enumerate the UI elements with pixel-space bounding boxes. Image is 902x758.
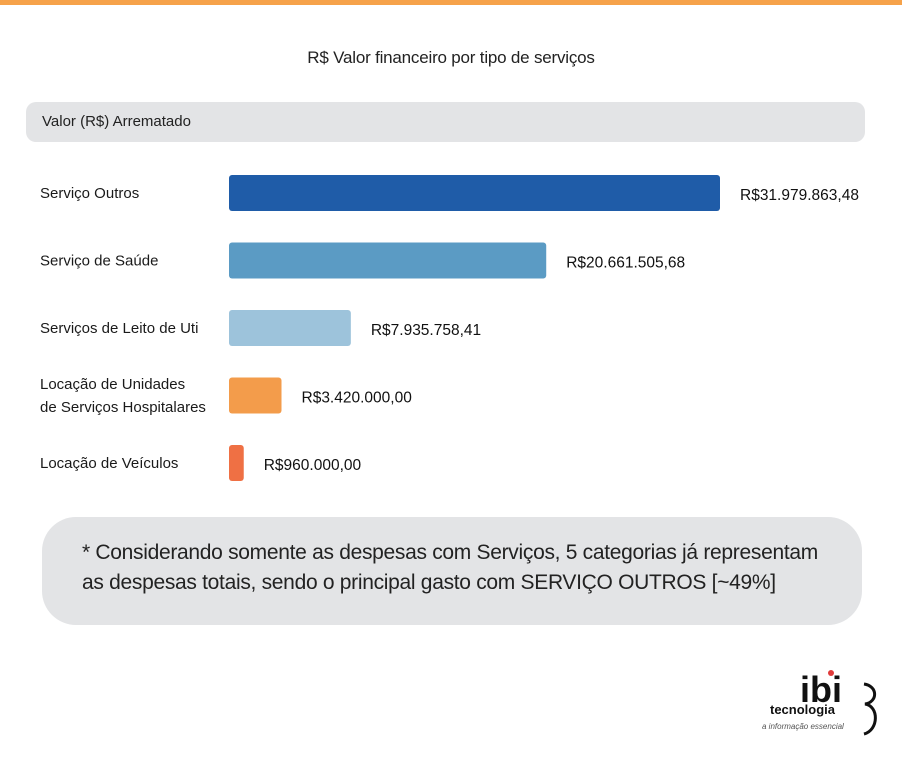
value-label: R$960.000,00 [264, 457, 362, 474]
chart-title: R$ Valor financeiro por tipo de serviços [307, 48, 595, 67]
bar [229, 310, 351, 346]
bar [229, 242, 547, 279]
category-label: Serviços de Leito de Uti [40, 320, 198, 337]
top-accent-bar [0, 0, 902, 5]
logo-dot [828, 670, 834, 676]
category-label: Serviço Outros [40, 185, 139, 202]
logo-name: tecnologia [770, 702, 836, 717]
bar [229, 377, 282, 414]
bar [229, 175, 720, 211]
value-label: R$3.420.000,00 [302, 390, 413, 407]
logo-tagline: a informação essencial [762, 722, 844, 731]
series-header-label: Valor (R$) Arrematado [42, 113, 191, 130]
note-text: * Considerando somente as despesas com S… [82, 541, 818, 594]
category-label: Serviço de Saúde [40, 253, 158, 270]
value-label: R$31.979.863,48 [740, 187, 859, 204]
category-label: Locação de Veículos [40, 455, 178, 472]
value-label: R$7.935.758,41 [371, 322, 481, 339]
logo-curve [863, 682, 877, 736]
bar-chart: Serviço Outros R$31.979.863,48 Serviço de … [40, 175, 859, 481]
note-box: * Considerando somente as despesas com S… [42, 517, 862, 625]
value-label: R$20.661.505,68 [566, 255, 685, 272]
category-label: Locação de Unidades de Serviços Hospitala… [40, 376, 206, 416]
company-logo: ibi tecnologia a informação essencial [762, 669, 877, 736]
series-header-box: Valor (R$) Arrematado [26, 102, 865, 142]
logo-brand: ibi [800, 669, 842, 710]
bar [229, 445, 244, 481]
